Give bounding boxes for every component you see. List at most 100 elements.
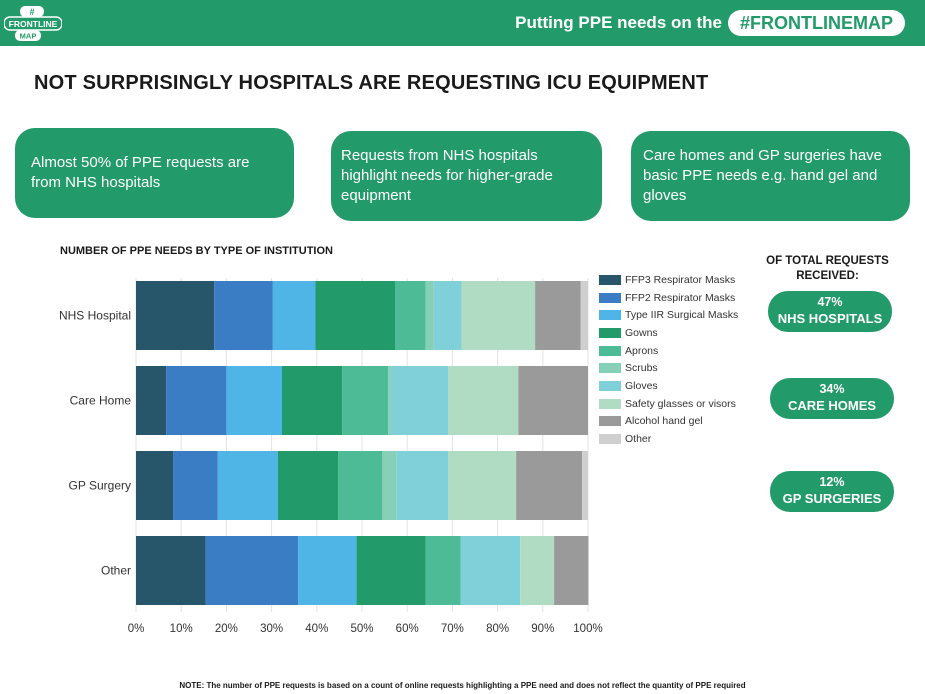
bar-segment [448,451,517,520]
x-tick-label: 30% [260,623,283,635]
legend-item: Gloves [599,377,738,395]
bar-segment [461,281,536,350]
bar-segment [425,536,461,605]
bar-segment [214,281,273,350]
y-category-label: Other [101,564,131,578]
legend-item: Scrubs [599,359,738,377]
chart-legend: FFP3 Respirator Masks FFP2 Respirator Mas… [599,271,738,448]
footnote: NOTE: The number of PPE requests is base… [179,681,746,690]
bar-segment [205,536,299,605]
bar-segment [554,536,589,605]
bar-segment [433,281,462,350]
legend-item: FFP3 Respirator Masks [599,271,738,289]
bar-segment [518,366,588,435]
bar-segment [460,536,521,605]
stat-nhs-hospitals: 47% NHS HOSPITALS [768,291,892,332]
bar-segment [396,451,449,520]
x-tick-label: 70% [441,623,464,635]
bar-segment [277,451,339,520]
stat-label: NHS HOSPITALS [777,311,883,326]
x-tick-label: 100% [573,623,602,635]
legend-label: Aprons [625,344,659,357]
bar-segment [425,281,434,350]
legend-swatch [599,310,621,321]
x-tick-label: 80% [486,623,509,635]
chart-title: NUMBER OF PPE NEEDS BY TYPE OF INSTITUTI… [60,245,333,257]
legend-swatch [599,292,621,303]
insight-card-text: Care homes and GP surgeries have basic P… [643,147,883,204]
legend-label: Other [625,433,652,446]
bar-segment [217,451,278,520]
legend-label: FFP3 Respirator Masks [625,273,736,286]
page-title: NOT SURPRISINGLY HOSPITALS ARE REQUESTIN… [34,72,709,94]
bar-segment [136,366,167,435]
legend-label: Gowns [625,326,658,339]
logo-main-text: FRONTLINE [9,19,58,29]
legend-swatch [599,274,621,285]
bar-segment [448,366,519,435]
bar-segment [382,451,397,520]
legend-swatch [599,380,621,391]
legend-label: Type IIR Surgical Masks [625,309,739,322]
x-tick-label: 0% [128,623,145,635]
bar-segment [516,451,583,520]
tagline-text: Putting PPE needs on the [515,13,722,32]
bar-segment [315,281,395,350]
stat-label: CARE HOMES [787,398,877,413]
bar-segment [535,281,581,350]
x-tick-label: 50% [350,623,373,635]
legend-label: Safety glasses or visors [625,397,736,410]
logo-map-text: MAP [20,32,37,41]
legend-item: Other [599,430,738,448]
bar-segment [226,366,282,435]
logo-hash: # [29,7,34,17]
bar-segment [272,281,316,350]
legend-swatch [599,434,621,445]
insight-card-text: Requests from NHS hospitals highlight ne… [341,147,553,204]
x-tick-label: 20% [215,623,238,635]
stat-care-homes: 34% CARE HOMES [770,378,894,419]
bar-segment [136,536,206,605]
insight-card-higher-grade: Requests from NHS hospitals highlight ne… [331,131,602,221]
legend-label: FFP2 Respirator Masks [625,291,736,304]
y-category-label: NHS Hospital [59,309,131,323]
legend-label: Alcohol hand gel [625,415,703,428]
bar-segment [136,451,174,520]
legend-item: Alcohol hand gel [599,413,738,431]
bar-segment [394,281,426,350]
legend-swatch [599,416,621,427]
x-tick-label: 40% [305,623,328,635]
tagline: Putting PPE needs on the #FRONTLINEMAP [515,10,905,36]
bar-segment [166,366,227,435]
bar-segment [281,366,343,435]
legend-item: Safety glasses or visors [599,395,738,413]
bar-segment [173,451,218,520]
x-tick-label: 10% [170,623,193,635]
x-tick-label: 60% [396,623,419,635]
insight-card-basic-needs: Care homes and GP surgeries have basic P… [631,131,910,221]
bar-segment [136,281,215,350]
totals-heading: OF TOTAL REQUESTS RECEIVED: [766,255,889,282]
legend-item: Aprons [599,342,738,360]
stat-label: GP SURGERIES [782,491,882,506]
legend-swatch [599,398,621,409]
frontline-map-logo[interactable]: # FRONTLINE MAP [4,6,62,42]
legend-swatch [599,345,621,356]
x-tick-label: 90% [531,623,554,635]
legend-item: Type IIR Surgical Masks [599,306,738,324]
stat-gp-surgeries: 12% GP SURGERIES [770,471,894,512]
bar-segment [298,536,357,605]
legend-item: FFP2 Respirator Masks [599,289,738,307]
y-category-label: Care Home [70,394,132,408]
top-banner: # FRONTLINE MAP Putting PPE needs on the… [0,0,925,46]
bar-segment [520,536,555,605]
stat-percent: 12% [819,475,845,489]
tagline-hashtag[interactable]: #FRONTLINEMAP [728,10,905,36]
legend-swatch [599,327,621,338]
bar-segment [582,451,588,520]
insight-card-text: Almost 50% of PPE requests are from NHS … [31,154,250,191]
legend-label: Gloves [625,379,658,392]
legend-item: Gowns [599,324,738,342]
bar-segment [580,281,588,350]
